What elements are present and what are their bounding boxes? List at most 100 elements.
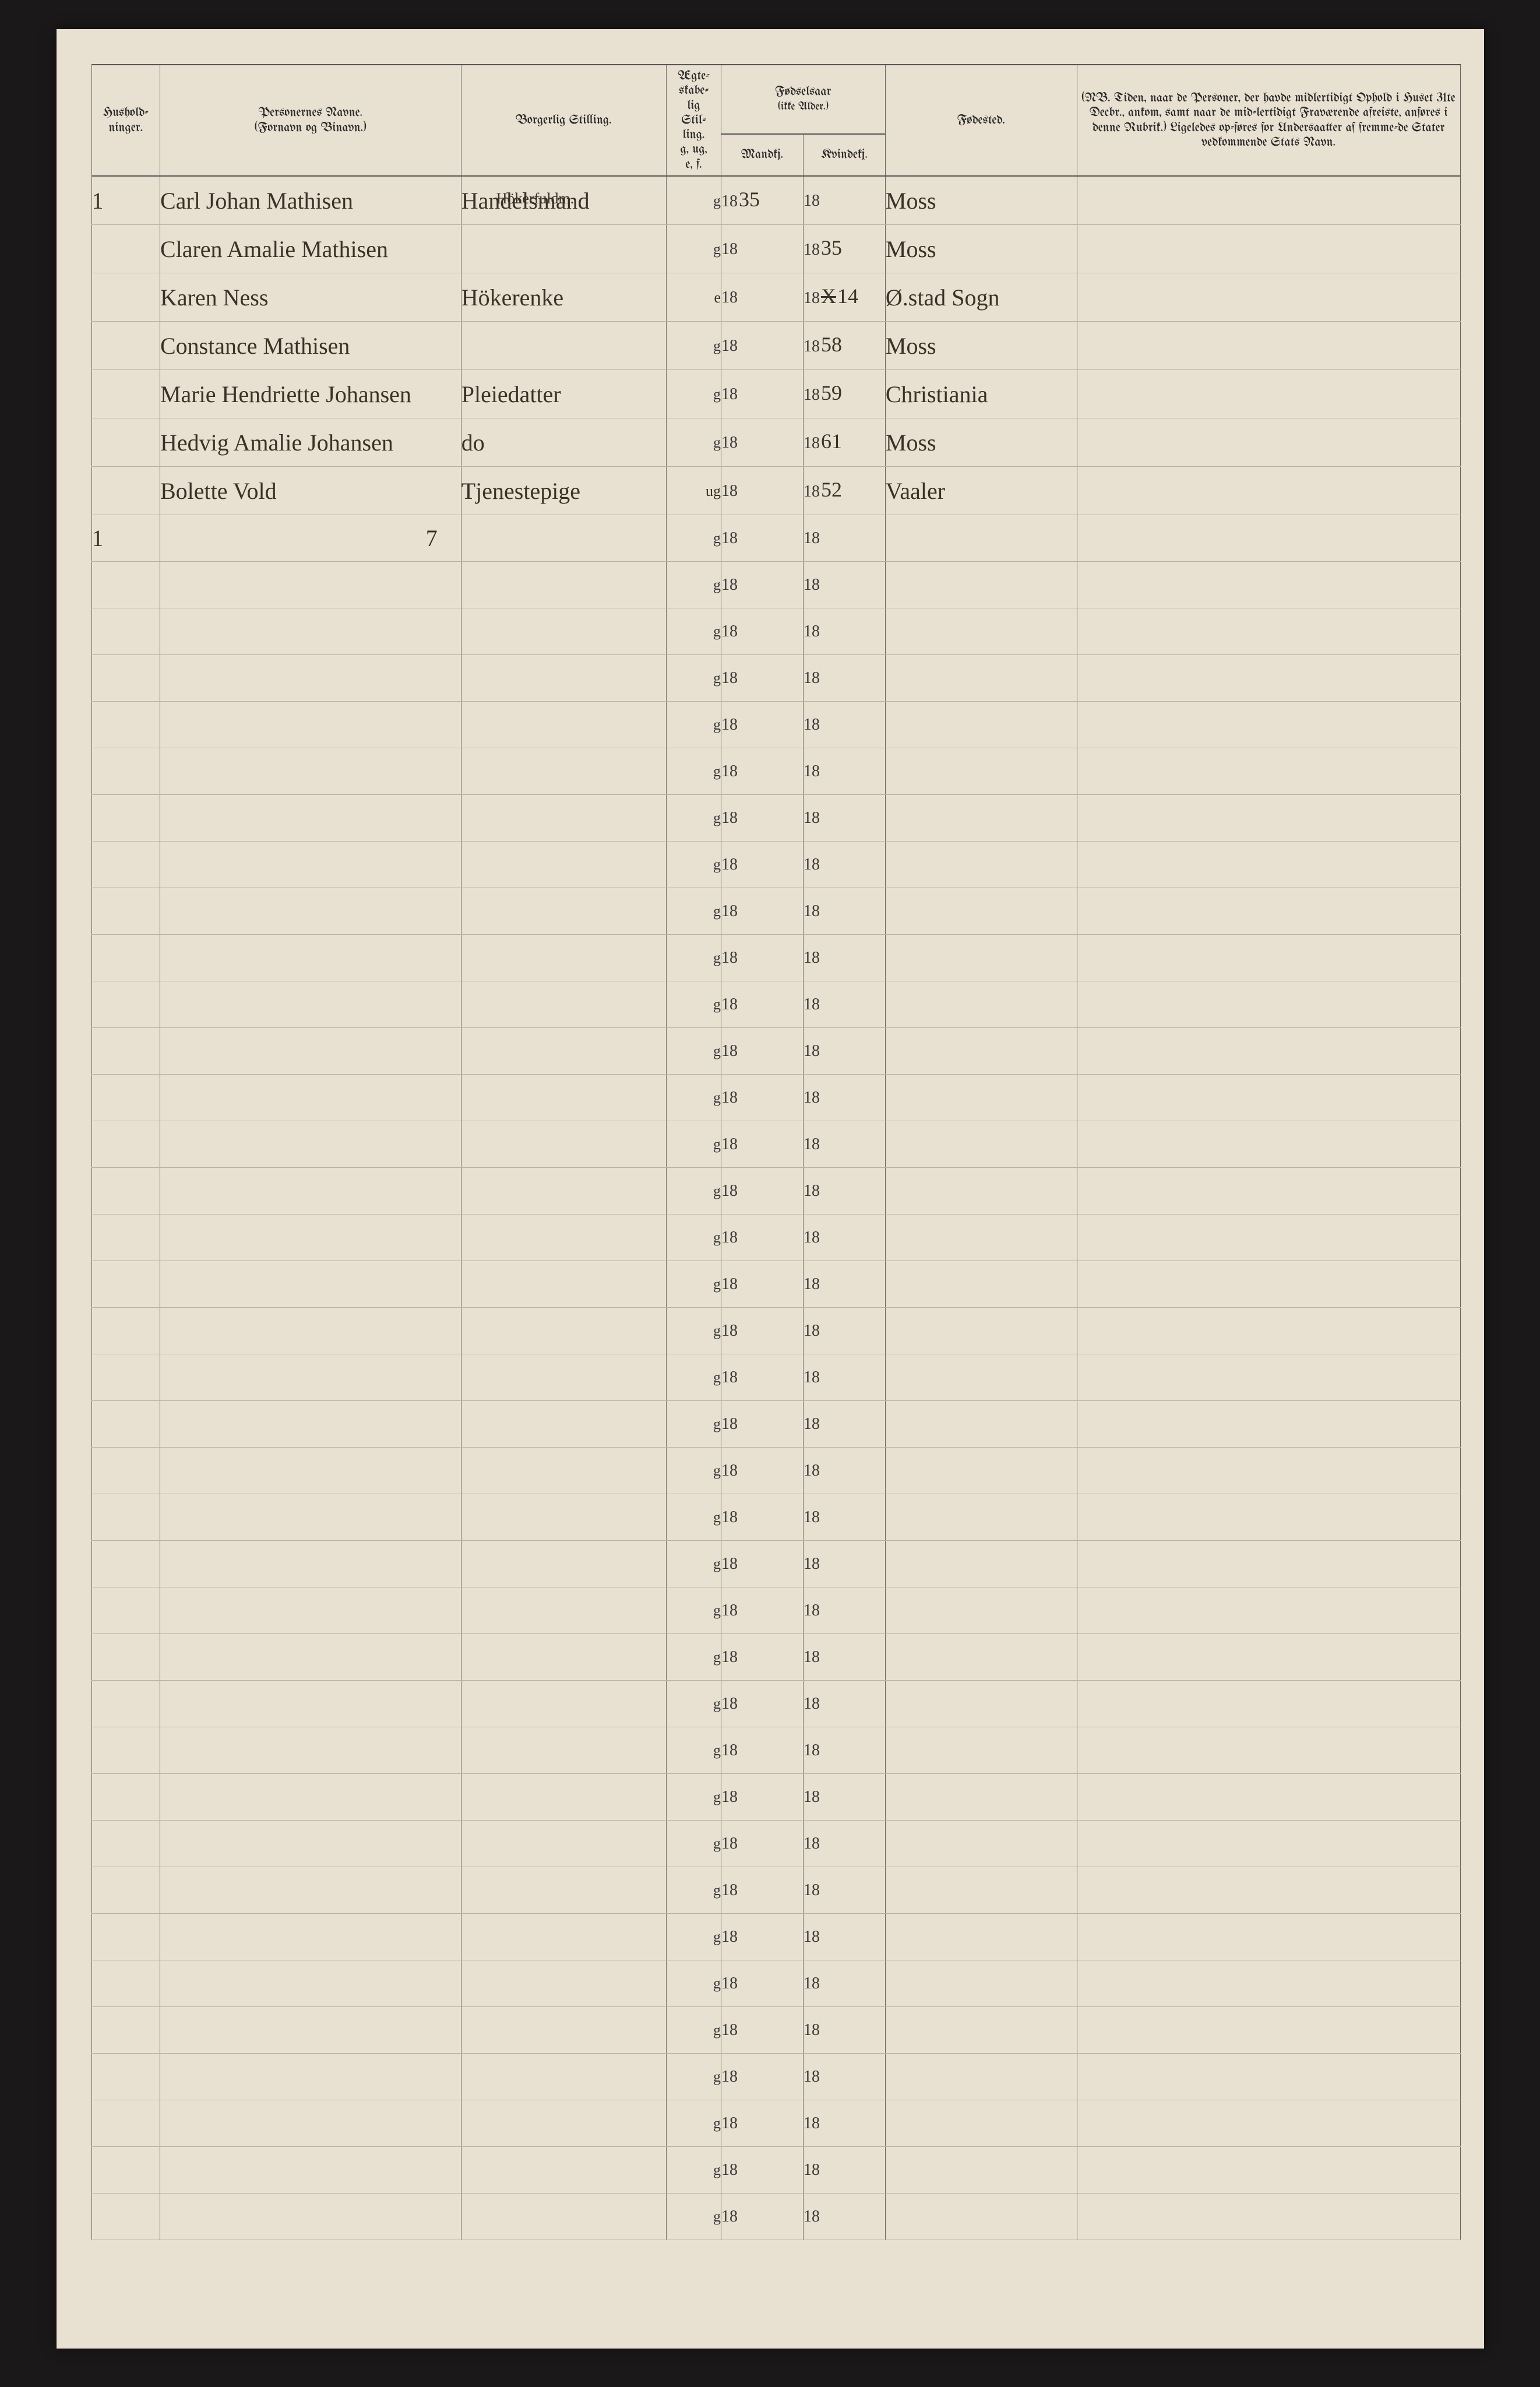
cell-stilling	[461, 2147, 666, 2194]
table-row: g1818	[91, 748, 1460, 795]
cell-kvindekj: 18	[803, 1168, 885, 1214]
cell-name: Claren Amalie Mathisen	[160, 225, 461, 273]
cell-notes	[1077, 1774, 1460, 1821]
cell-husholdninger	[91, 322, 160, 370]
cell-mandkj: 18	[721, 2147, 804, 2194]
cell-stilling	[461, 935, 666, 981]
cell-fodested	[885, 2007, 1077, 2054]
cell-name	[160, 2007, 461, 2054]
cell-fodested	[885, 795, 1077, 842]
cell-notes	[1077, 1541, 1460, 1587]
cell-fodested	[885, 608, 1077, 655]
cell-name	[160, 1401, 461, 1448]
cell-notes	[1077, 608, 1460, 655]
cell-notes	[1077, 370, 1460, 418]
cell-notes	[1077, 1075, 1460, 1121]
cell-stilling	[461, 2100, 666, 2147]
cell-mandkj: 18	[721, 1727, 804, 1774]
cell-mandkj: 18	[721, 1494, 804, 1541]
cell-husholdninger	[91, 1214, 160, 1261]
cell-stilling	[461, 1075, 666, 1121]
cell-stilling	[461, 1448, 666, 1494]
cell-stilling	[461, 1261, 666, 1308]
table-row: Constance Mathiseng181858Moss	[91, 322, 1460, 370]
cell-egte: g	[667, 1727, 721, 1774]
table-row: g1818	[91, 1308, 1460, 1354]
cell-stilling: Tjenestepige	[461, 467, 666, 515]
cell-fodested	[885, 1960, 1077, 2007]
cell-notes	[1077, 1354, 1460, 1401]
table-row: g1818	[91, 2007, 1460, 2054]
cell-mandkj: 18	[721, 273, 804, 322]
cell-name	[160, 2100, 461, 2147]
cell-egte: g	[667, 795, 721, 842]
cell-name	[160, 2194, 461, 2240]
cell-notes	[1077, 467, 1460, 515]
cell-kvindekj: 1852	[803, 467, 885, 515]
cell-egte: g	[667, 1541, 721, 1587]
cell-fodested	[885, 1168, 1077, 1214]
table-row: g1818	[91, 1727, 1460, 1774]
cell-husholdninger	[91, 1028, 160, 1075]
cell-fodested	[885, 1401, 1077, 1448]
cell-stilling	[461, 842, 666, 888]
cell-fodested	[885, 842, 1077, 888]
cell-name	[160, 1960, 461, 2007]
cell-egte: g	[667, 225, 721, 273]
cell-egte: g	[667, 655, 721, 702]
cell-fodested: Vaaler	[885, 467, 1077, 515]
cell-stilling	[461, 1354, 666, 1401]
cell-egte: g	[667, 981, 721, 1028]
cell-mandkj: 18	[721, 225, 804, 273]
cell-husholdninger	[91, 1308, 160, 1354]
cell-notes	[1077, 1261, 1460, 1308]
cell-notes	[1077, 515, 1460, 562]
cell-fodested	[885, 935, 1077, 981]
cell-stilling	[461, 322, 666, 370]
cell-notes	[1077, 1914, 1460, 1960]
cell-kvindekj: 18	[803, 2100, 885, 2147]
cell-egte: g	[667, 2194, 721, 2240]
cell-fodested	[885, 888, 1077, 935]
cell-husholdninger	[91, 2147, 160, 2194]
table-row: g1818	[91, 2194, 1460, 2240]
cell-husholdninger	[91, 1494, 160, 1541]
cell-name	[160, 1681, 461, 1727]
cell-egte: g	[667, 1448, 721, 1494]
cell-kvindekj: 18	[803, 1401, 885, 1448]
cell-husholdninger	[91, 1634, 160, 1681]
cell-husholdninger	[91, 935, 160, 981]
cell-notes	[1077, 795, 1460, 842]
cell-egte: g	[667, 608, 721, 655]
table-row: g1818	[91, 1821, 1460, 1867]
cell-husholdninger	[91, 702, 160, 748]
cell-mandkj: 1835	[721, 176, 804, 225]
cell-stilling	[461, 1914, 666, 1960]
table-row: g1818	[91, 1121, 1460, 1168]
cell-kvindekj: 18X14	[803, 273, 885, 322]
cell-kvindekj: 18	[803, 1774, 885, 1821]
cell-fodested	[885, 981, 1077, 1028]
cell-kvindekj: 18	[803, 608, 885, 655]
cell-stilling: Hökerfuldm.Handelsmand	[461, 176, 666, 225]
cell-stilling	[461, 795, 666, 842]
cell-name	[160, 1028, 461, 1075]
cell-name	[160, 1075, 461, 1121]
cell-egte: g	[667, 702, 721, 748]
cell-fodested	[885, 1448, 1077, 1494]
table-row: g1818	[91, 1587, 1460, 1634]
cell-stilling	[461, 1867, 666, 1914]
cell-mandkj: 18	[721, 1075, 804, 1121]
table-row: Marie Hendriette JohansenPleiedatterg181…	[91, 370, 1460, 418]
cell-fodested	[885, 1261, 1077, 1308]
cell-husholdninger	[91, 370, 160, 418]
cell-kvindekj: 18	[803, 1494, 885, 1541]
cell-husholdninger	[91, 1867, 160, 1914]
cell-mandkj: 18	[721, 1261, 804, 1308]
cell-husholdninger	[91, 608, 160, 655]
cell-egte: g	[667, 1121, 721, 1168]
cell-name	[160, 888, 461, 935]
header-navne: Personernes Navne. (Fornavn og Binavn.)	[160, 65, 461, 176]
cell-notes	[1077, 1401, 1460, 1448]
header-fodselsaar-sub: (ikke Alder.)	[778, 101, 828, 112]
